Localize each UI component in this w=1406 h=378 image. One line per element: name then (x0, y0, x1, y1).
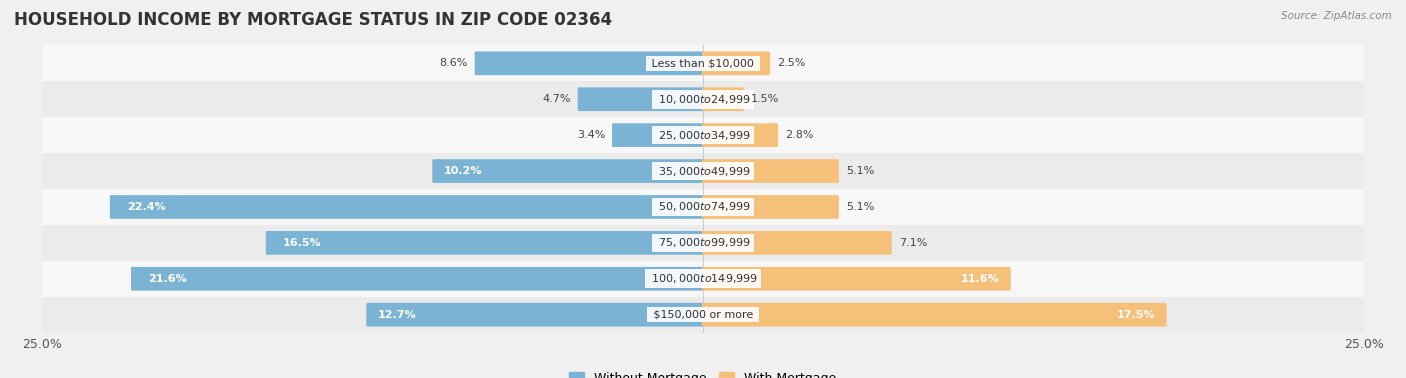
FancyBboxPatch shape (110, 195, 704, 219)
FancyBboxPatch shape (702, 303, 1167, 327)
FancyBboxPatch shape (702, 267, 1011, 291)
Text: Source: ZipAtlas.com: Source: ZipAtlas.com (1281, 11, 1392, 21)
Text: 1.5%: 1.5% (751, 94, 779, 104)
FancyBboxPatch shape (702, 231, 891, 255)
Text: 5.1%: 5.1% (846, 166, 875, 176)
Bar (42, 261, 1364, 297)
Text: $150,000 or more: $150,000 or more (650, 310, 756, 320)
FancyBboxPatch shape (702, 123, 778, 147)
Text: 22.4%: 22.4% (127, 202, 166, 212)
FancyBboxPatch shape (578, 87, 704, 111)
FancyBboxPatch shape (366, 303, 704, 327)
Bar (42, 117, 1364, 153)
Bar (42, 153, 1364, 189)
Bar (42, 297, 1364, 333)
Text: 17.5%: 17.5% (1116, 310, 1154, 320)
FancyBboxPatch shape (702, 195, 839, 219)
FancyBboxPatch shape (702, 87, 744, 111)
FancyBboxPatch shape (432, 159, 704, 183)
Text: $50,000 to $74,999: $50,000 to $74,999 (655, 200, 751, 214)
Bar (42, 225, 1364, 261)
Text: $100,000 to $149,999: $100,000 to $149,999 (648, 272, 758, 285)
Text: HOUSEHOLD INCOME BY MORTGAGE STATUS IN ZIP CODE 02364: HOUSEHOLD INCOME BY MORTGAGE STATUS IN Z… (14, 11, 612, 29)
Text: $35,000 to $49,999: $35,000 to $49,999 (655, 164, 751, 178)
Text: 8.6%: 8.6% (439, 58, 468, 68)
Bar (42, 189, 1364, 225)
Text: 16.5%: 16.5% (283, 238, 322, 248)
Text: $75,000 to $99,999: $75,000 to $99,999 (655, 236, 751, 249)
Text: 2.5%: 2.5% (778, 58, 806, 68)
FancyBboxPatch shape (266, 231, 704, 255)
Text: 7.1%: 7.1% (898, 238, 927, 248)
Text: 10.2%: 10.2% (444, 166, 482, 176)
FancyBboxPatch shape (702, 51, 770, 75)
Text: 2.8%: 2.8% (785, 130, 814, 140)
Text: 11.6%: 11.6% (960, 274, 1000, 284)
Text: $25,000 to $34,999: $25,000 to $34,999 (655, 129, 751, 142)
Text: 4.7%: 4.7% (543, 94, 571, 104)
Bar (42, 81, 1364, 117)
Bar (42, 45, 1364, 81)
Text: 5.1%: 5.1% (846, 202, 875, 212)
FancyBboxPatch shape (612, 123, 704, 147)
FancyBboxPatch shape (131, 267, 704, 291)
Text: 12.7%: 12.7% (378, 310, 416, 320)
Text: $10,000 to $24,999: $10,000 to $24,999 (655, 93, 751, 106)
FancyBboxPatch shape (702, 159, 839, 183)
FancyBboxPatch shape (475, 51, 704, 75)
Text: 21.6%: 21.6% (148, 274, 187, 284)
Text: 3.4%: 3.4% (576, 130, 605, 140)
Legend: Without Mortgage, With Mortgage: Without Mortgage, With Mortgage (564, 367, 842, 378)
Text: Less than $10,000: Less than $10,000 (648, 58, 758, 68)
